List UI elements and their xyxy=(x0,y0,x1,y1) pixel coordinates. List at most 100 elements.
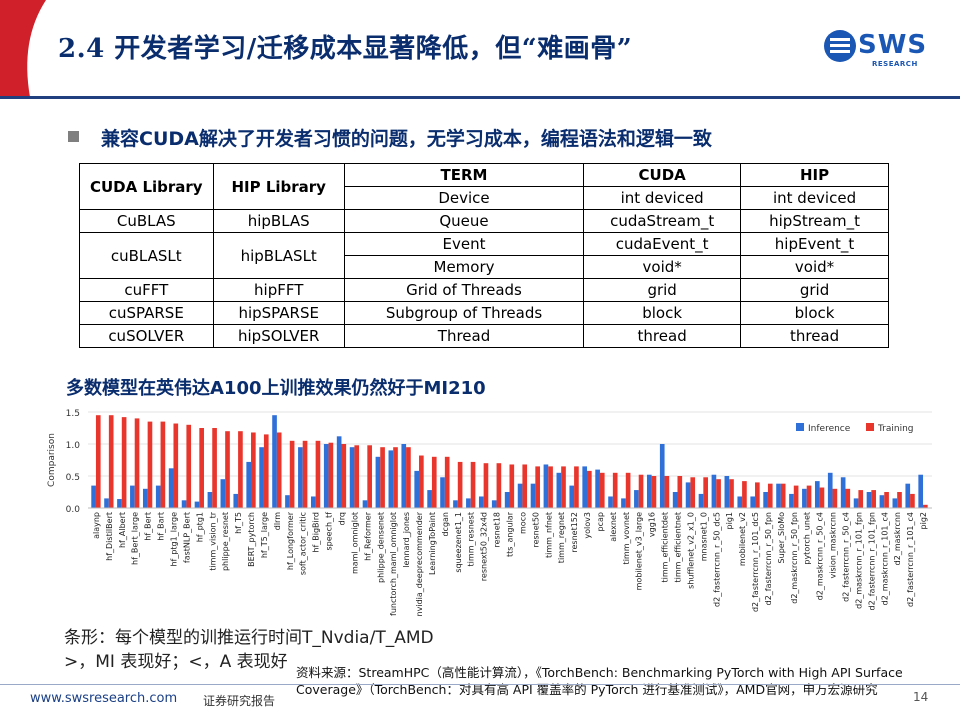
header-term: TERM xyxy=(343,163,585,187)
x-tick-label: maml_omniglot xyxy=(350,512,359,574)
x-tick-label: mobilenet_v2 xyxy=(738,512,747,566)
x-tick-label: hf_ptg1 xyxy=(195,512,204,542)
bar-training xyxy=(535,466,540,508)
term-cell: Memory xyxy=(343,255,585,279)
x-tick-label: hf_Longformer xyxy=(286,511,295,570)
bar-training xyxy=(457,461,463,508)
bar-inference xyxy=(401,444,407,508)
x-tick-label: soft_actor_critic xyxy=(299,512,308,575)
term-cell: Subgroup of Threads xyxy=(343,301,585,325)
hip-cell: block xyxy=(740,301,889,325)
bar-training xyxy=(664,476,670,508)
header-cuda-library: CUDA Library xyxy=(79,163,214,210)
bar-training xyxy=(780,483,786,508)
bar-training xyxy=(160,421,166,508)
bar-inference xyxy=(491,500,497,508)
x-tick-label: timm_vision_tr xyxy=(208,511,217,570)
cuda-library-cell: cuSPARSE xyxy=(79,301,214,325)
bar-training xyxy=(173,423,179,508)
bar-training xyxy=(729,479,734,508)
x-tick-label: pcap xyxy=(596,512,605,531)
bar-training xyxy=(625,472,631,508)
bar-training xyxy=(121,417,127,508)
bar-inference xyxy=(142,488,148,508)
x-tick-label: squeezenet1_1 xyxy=(454,512,463,573)
bar-training xyxy=(315,440,321,508)
bar-inference xyxy=(207,492,213,508)
x-tick-label: hf_Bart xyxy=(157,512,166,541)
y-tick-label: 0.0 xyxy=(66,505,81,515)
bar-inference xyxy=(388,450,394,508)
bar-inference xyxy=(918,474,924,508)
bar-inference xyxy=(840,477,846,508)
bar-inference xyxy=(776,483,781,508)
bar-inference xyxy=(310,496,316,508)
bar-inference xyxy=(285,495,290,508)
footer-url-link[interactable]: www.swsresearch.com xyxy=(30,691,178,706)
bar-training xyxy=(212,428,217,508)
bar-inference xyxy=(569,485,575,508)
bar-inference xyxy=(530,483,536,508)
bar-training xyxy=(677,476,683,508)
header-hip-library: HIP Library xyxy=(212,163,345,210)
bullet-text: 兼容CUDA解决了开发者习惯的问题，无学习成本，编程语法和逻辑一致 xyxy=(101,128,712,150)
bar-training xyxy=(108,415,114,508)
hip-cell: hipEvent_t xyxy=(740,232,889,256)
bar-inference xyxy=(427,490,432,508)
bar-inference xyxy=(789,493,794,508)
bar-inference xyxy=(336,436,342,508)
x-tick-label: d2_maskrcnn_r_50_c4 xyxy=(816,512,825,600)
bar-training xyxy=(289,440,295,508)
bar-inference xyxy=(117,499,122,508)
bar-inference xyxy=(685,482,691,508)
bar-training xyxy=(522,464,528,508)
bar-inference xyxy=(220,479,226,508)
cuda-hip-table: CUDA Library HIP Library TERM CUDA HIP D… xyxy=(79,163,889,348)
x-tick-label: hf_T5 xyxy=(234,512,243,534)
bar-training xyxy=(767,483,773,508)
bar-training xyxy=(186,424,192,508)
bar-inference xyxy=(349,447,355,508)
bar-training xyxy=(225,431,230,508)
x-tick-label: timm_regnet xyxy=(557,512,566,563)
x-tick-label: resnet18 xyxy=(493,512,502,548)
bar-inference xyxy=(246,461,252,508)
bar-inference xyxy=(414,470,420,508)
x-tick-label: speech_tf xyxy=(325,512,334,551)
x-tick-label: resnet50 xyxy=(531,512,540,548)
bar-training xyxy=(755,482,760,508)
hip-library-cell: hipBLASLt xyxy=(212,232,345,279)
cuda-cell: void* xyxy=(583,255,742,279)
logo-subtext: RESEARCH xyxy=(872,60,918,68)
bar-inference xyxy=(517,483,523,508)
bar-inference xyxy=(608,496,613,508)
bar-inference xyxy=(750,496,756,508)
cuda-cell: grid xyxy=(583,278,742,302)
bar-inference xyxy=(543,464,549,508)
bar-training xyxy=(858,490,864,508)
bar-training xyxy=(199,428,204,508)
x-tick-label: BERT_pytorch xyxy=(247,512,256,567)
bar-inference xyxy=(737,496,743,508)
sws-logo-icon xyxy=(824,30,856,62)
bar-training xyxy=(419,455,424,508)
legend-label-inference: Inference xyxy=(808,424,851,434)
header-divider xyxy=(0,96,960,99)
x-tick-label: d2_maskrcnn xyxy=(893,512,902,565)
chart-note-line2: >，MI 表现好；<，A 表现好 xyxy=(64,652,288,672)
bar-training xyxy=(793,485,799,508)
x-tick-label: pig1 xyxy=(725,512,734,529)
bar-inference xyxy=(802,488,807,508)
bar-inference xyxy=(104,498,109,508)
x-tick-label: dcgan xyxy=(441,512,450,537)
bar-inference xyxy=(375,456,381,508)
term-cell: Thread xyxy=(343,324,585,348)
slide-title: 2.4 开发者学习/迁移成本显著降低，但“难画骨” xyxy=(58,34,633,64)
chart-note-line1: 条形：每个模型的训推运行时间T_Nvdia/T_AMD xyxy=(64,628,434,648)
y-tick-label: 0.5 xyxy=(66,473,80,483)
x-tick-label: phlippe_resnet xyxy=(221,512,230,571)
bar-training xyxy=(470,461,476,508)
bar-training xyxy=(238,431,243,508)
bar-inference xyxy=(504,492,510,508)
benchmark-bar-chart: 0.0 0.5 1.0 1.5 Comparison alaynp hf_DistilBer… xyxy=(47,409,932,616)
